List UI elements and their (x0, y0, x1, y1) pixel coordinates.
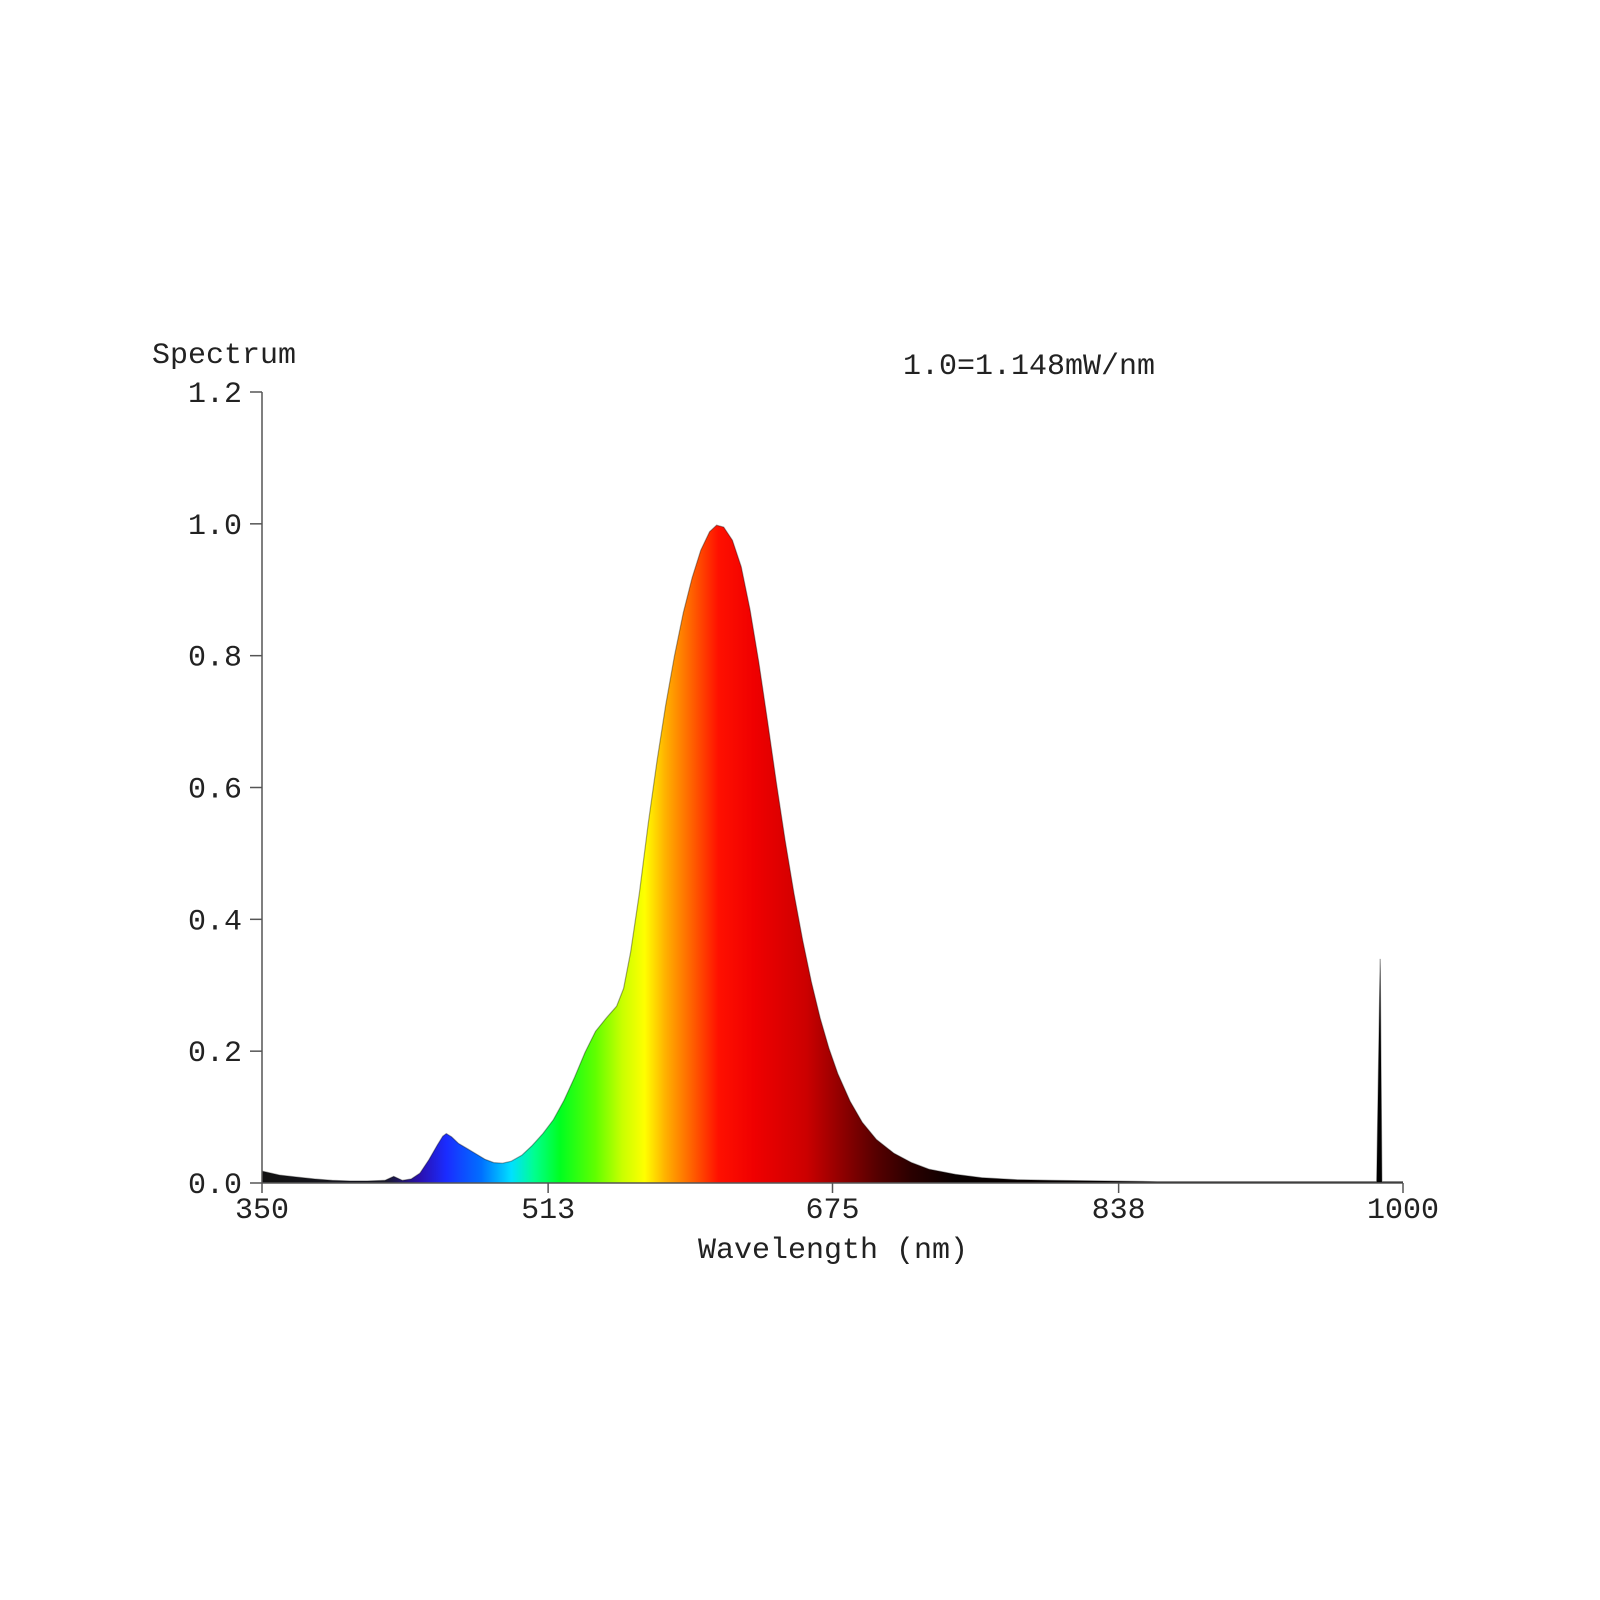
scale-annotation: 1.0=1.148mW/nm (903, 350, 1155, 384)
axes: 0.0 0.2 0.4 0.6 0.8 1.0 1.2 350 513 675 838 1000 (188, 378, 1439, 1228)
y-tick-label: 0.8 (188, 642, 242, 676)
y-tick-label: 0.6 (188, 774, 242, 808)
y-tick-label: 0.0 (188, 1169, 242, 1203)
x-axis-title: Wavelength (nm) (698, 1234, 968, 1268)
x-tick-label: 350 (235, 1194, 289, 1228)
y-tick-label: 0.4 (188, 905, 242, 939)
x-tick-label: 1000 (1367, 1194, 1439, 1228)
y-tick-label: 1.0 (188, 510, 242, 544)
spectrum-line (261, 524, 1403, 1183)
x-tick-label: 838 (1092, 1194, 1146, 1228)
x-tick-label: 675 (805, 1194, 859, 1228)
x-tick-label: 513 (521, 1194, 575, 1228)
y-axis-title: Spectrum (152, 339, 296, 373)
plot-area (261, 524, 1403, 1183)
y-tick-label: 0.2 (188, 1037, 242, 1071)
y-tick-label: 1.2 (188, 378, 242, 412)
